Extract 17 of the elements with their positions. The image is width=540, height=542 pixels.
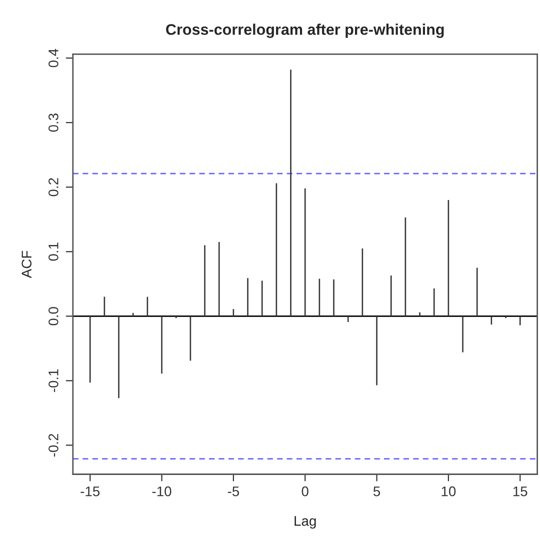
x-tick-label: 15 — [513, 486, 528, 496]
x-tick-label: 0 — [302, 486, 308, 496]
x-tick-label: -10 — [152, 486, 172, 496]
y-tick-label: 0.2 — [48, 178, 58, 196]
y-tick-label: -0.1 — [48, 369, 58, 392]
x-axis-title: Lag — [294, 516, 316, 529]
y-axis-title: ACF — [22, 250, 32, 278]
x-tick-label: 10 — [442, 486, 456, 496]
y-tick-label: 0.3 — [48, 114, 58, 132]
y-tick-label: 0.1 — [48, 242, 58, 261]
y-tick-label: -0.2 — [48, 434, 58, 457]
chart-title: Cross-correlogram after pre-whitening — [166, 24, 444, 38]
x-tick-label: -15 — [80, 486, 100, 496]
x-tick-label: -5 — [228, 486, 240, 496]
y-tick-label: 0.4 — [48, 48, 58, 68]
x-tick-label: 5 — [373, 486, 380, 496]
y-tick-label: 0.0 — [48, 307, 58, 326]
